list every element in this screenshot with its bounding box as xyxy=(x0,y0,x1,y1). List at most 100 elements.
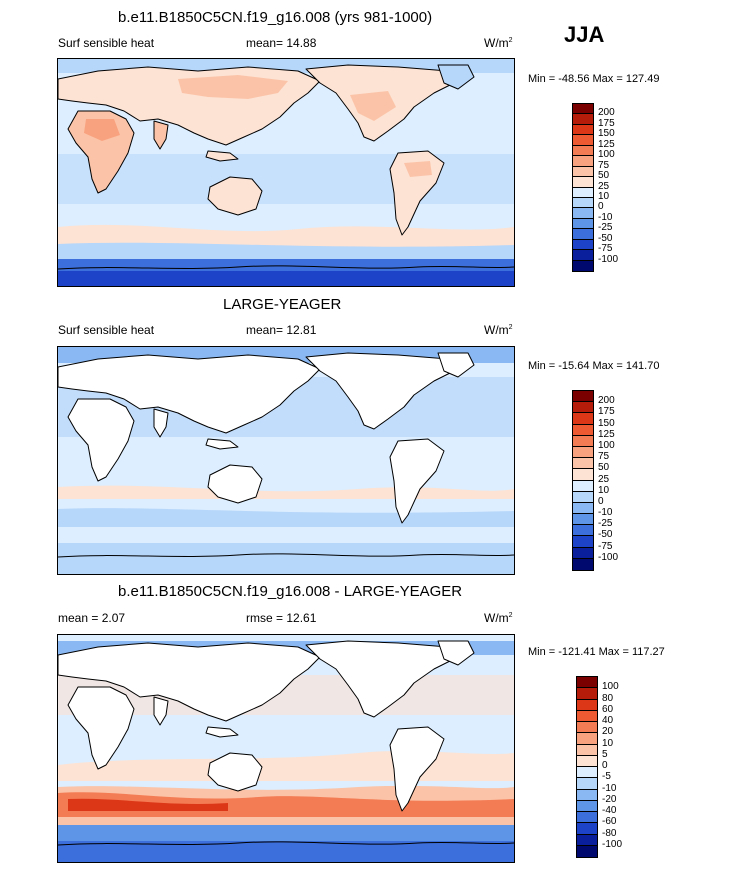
panel2-mean-label: mean= 12.81 xyxy=(246,323,317,337)
colorbar-swatch xyxy=(573,135,593,146)
panel1-mean-label: mean= 14.88 xyxy=(246,36,317,50)
colorbar-swatch xyxy=(577,710,597,722)
colorbar-tick-label: 5 xyxy=(602,748,608,760)
colorbar-tick-label: 125 xyxy=(598,138,615,150)
colorbar-swatch xyxy=(573,469,593,481)
panel3-colorbar xyxy=(576,676,598,858)
colorbar-tick-label: 100 xyxy=(602,681,619,693)
colorbar-swatch xyxy=(573,104,593,115)
colorbar-swatch xyxy=(577,733,597,745)
colorbar-tick-label: 10 xyxy=(602,737,614,749)
colorbar-swatch xyxy=(573,187,593,198)
panel2-units-label: W/m2 xyxy=(484,323,513,337)
colorbar-tick-label: 50 xyxy=(598,170,610,182)
colorbar-tick-label: -50 xyxy=(598,529,613,541)
colorbar-swatch xyxy=(573,124,593,136)
colorbar-swatch xyxy=(577,677,597,689)
panel2-colorbar xyxy=(572,390,594,571)
colorbar-swatch xyxy=(577,699,597,711)
colorbar-tick-label: 25 xyxy=(598,473,610,485)
colorbar-swatch xyxy=(573,208,593,219)
colorbar-tick-label: 75 xyxy=(598,451,610,463)
panel2-map-field xyxy=(58,347,514,574)
panel3-map-field xyxy=(58,635,514,862)
colorbar-tick-label: 0 xyxy=(598,495,604,507)
colorbar-swatch xyxy=(573,558,593,570)
colorbar-swatch xyxy=(573,491,593,503)
colorbar-swatch xyxy=(577,823,597,835)
colorbar-tick-label: 175 xyxy=(598,406,615,418)
colorbar-swatch xyxy=(577,812,597,824)
colorbar-swatch xyxy=(573,391,593,403)
colorbar-tick-label: -10 xyxy=(598,507,613,519)
colorbar-swatch xyxy=(573,229,593,240)
panel1-colorbar xyxy=(572,103,594,272)
colorbar-tick-label: -75 xyxy=(598,243,613,255)
colorbar-tick-label: -100 xyxy=(598,253,619,265)
colorbar-tick-label: -5 xyxy=(602,771,611,783)
colorbar-tick-label: 75 xyxy=(598,159,610,171)
colorbar-tick-label: 20 xyxy=(602,726,614,738)
colorbar-swatch xyxy=(573,145,593,157)
colorbar-swatch xyxy=(573,435,593,447)
colorbar-tick-label: -80 xyxy=(602,827,617,839)
colorbar-swatch xyxy=(573,114,593,125)
colorbar-swatch xyxy=(573,260,593,271)
colorbar-swatch xyxy=(573,446,593,459)
colorbar-tick-label: 0 xyxy=(602,760,608,771)
colorbar-swatch xyxy=(573,536,593,548)
colorbar-swatch xyxy=(573,239,593,251)
colorbar-tick-label: 175 xyxy=(598,117,615,129)
colorbar-swatch xyxy=(573,458,593,470)
colorbar-swatch xyxy=(577,767,597,779)
colorbar-swatch xyxy=(573,502,593,515)
colorbar-tick-label: 60 xyxy=(602,703,614,715)
colorbar-tick-label: 100 xyxy=(598,439,615,451)
colorbar-swatch xyxy=(573,424,593,436)
panel2-variable-label: Surf sensible heat xyxy=(58,323,155,337)
colorbar-tick-label: -100 xyxy=(598,551,619,563)
colorbar-tick-label: 200 xyxy=(598,107,615,119)
panel1-variable-label: Surf sensible heat xyxy=(58,36,155,50)
colorbar-tick-label: -40 xyxy=(602,805,617,816)
colorbar-swatch xyxy=(577,845,597,857)
colorbar-tick-label: 0 xyxy=(598,201,604,213)
colorbar-swatch xyxy=(577,789,597,801)
colorbar-tick-label: 25 xyxy=(598,180,610,192)
colorbar-tick-label: -25 xyxy=(598,222,613,234)
colorbar-tick-label: -75 xyxy=(598,540,613,552)
colorbar-swatch xyxy=(577,778,597,790)
colorbar-swatch xyxy=(577,755,597,767)
panel2-map xyxy=(57,346,515,575)
colorbar-tick-label: 150 xyxy=(598,128,615,140)
colorbar-swatch xyxy=(573,480,593,492)
panel3-units-label: W/m2 xyxy=(484,611,513,625)
colorbar-tick-label: 150 xyxy=(598,417,615,429)
panel1-map xyxy=(57,58,515,287)
panel1-title: b.e11.B1850C5CN.f19_g16.008 (yrs 981-100… xyxy=(118,9,433,26)
panel1-map-field xyxy=(58,59,514,286)
colorbar-tick-label: 40 xyxy=(602,715,614,726)
colorbar-swatch xyxy=(577,800,597,812)
colorbar-tick-label: 10 xyxy=(598,484,610,496)
colorbar-tick-label: -50 xyxy=(598,232,613,244)
panel3-rmse-label: rmse = 12.61 xyxy=(246,611,317,625)
colorbar-tick-label: -60 xyxy=(602,816,617,828)
colorbar-swatch xyxy=(577,744,597,756)
colorbar-tick-label: 80 xyxy=(602,692,614,704)
panel3-title: b.e11.B1850C5CN.f19_g16.008 - LARGE-YEAG… xyxy=(118,583,463,600)
colorbar-swatch xyxy=(573,197,593,209)
colorbar-tick-label: 100 xyxy=(598,149,615,161)
colorbar-tick-label: 10 xyxy=(598,190,610,202)
colorbar-tick-label: -10 xyxy=(602,782,617,794)
colorbar-tick-label: -20 xyxy=(602,793,617,805)
panel1-minmax: Min = -48.56 Max = 127.49 xyxy=(528,73,660,85)
colorbar-tick-label: 200 xyxy=(598,395,615,407)
panel2-minmax: Min = -15.64 Max = 141.70 xyxy=(528,360,660,372)
colorbar-swatch xyxy=(573,402,593,414)
colorbar-swatch xyxy=(573,413,593,425)
colorbar-swatch xyxy=(573,547,593,559)
colorbar-tick-label: -100 xyxy=(602,838,623,850)
colorbar-swatch xyxy=(573,514,593,526)
panel3-minmax: Min = -121.41 Max = 117.27 xyxy=(528,646,665,658)
